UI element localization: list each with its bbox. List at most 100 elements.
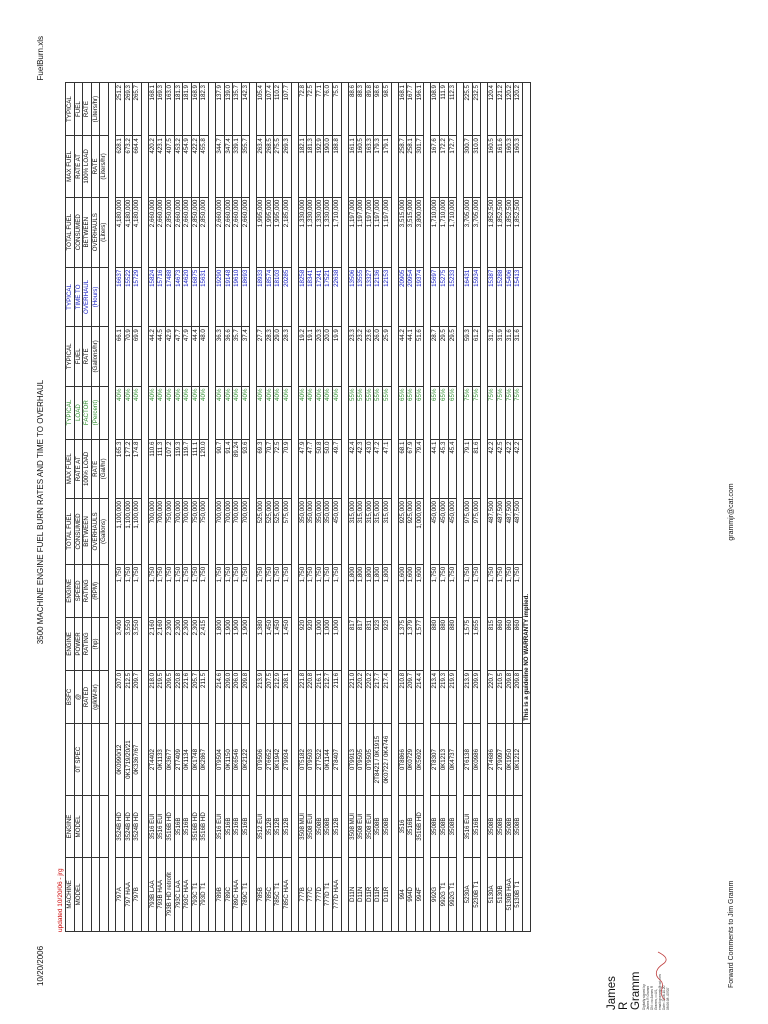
- table-cell: 0T9503: [306, 723, 316, 796]
- column-header: TYPICAL: [65, 386, 75, 440]
- table-cell: 1,995,000: [273, 197, 283, 268]
- column-header: RATE: [82, 82, 92, 136]
- table-cell: 994: [398, 857, 407, 932]
- table-cell: 17241: [315, 267, 324, 327]
- table-row: 777B 3508 MUI 0T5182 221.8 920 1,750 350,000 47…: [298, 82, 307, 932]
- column-header: [99, 267, 109, 327]
- table-cell: 172.2: [439, 135, 449, 198]
- table-cell: 18258: [298, 267, 307, 327]
- table-cell: 44.2: [398, 326, 407, 387]
- table-cell: 19.1: [306, 326, 316, 387]
- column-header: RATED: [82, 670, 92, 724]
- table-cell: 0K1942: [273, 723, 283, 796]
- table-cell: 61.2: [472, 326, 481, 387]
- table-cell: 212.5: [124, 670, 133, 724]
- table-cell: 90.7: [215, 439, 224, 499]
- table-cell: 67.9: [406, 439, 416, 499]
- group-spacer: [480, 82, 488, 932]
- table-cell: 315,000: [365, 498, 374, 565]
- table-cell: 72.5: [273, 439, 283, 499]
- table-cell: 2,300: [182, 617, 192, 671]
- table-cell: 3508B: [505, 795, 514, 858]
- table-cell: 450,000: [430, 498, 440, 565]
- table-row: 994D 3516B 0K0729 209.7 1,379 1,600 925,000 67.…: [406, 82, 416, 932]
- table-cell: 120.2: [513, 82, 523, 136]
- table-cell: 112.3: [448, 82, 457, 136]
- table-cell: 75%: [505, 386, 514, 440]
- table-cell: 217.7: [373, 670, 383, 724]
- group-spacer: [141, 82, 149, 932]
- table-cell: 1,750: [241, 564, 250, 618]
- table-row: D11R 3508 EUI 0T9505 220.2 831 1,800 315,000 43…: [365, 82, 374, 932]
- table-cell: 16431: [463, 267, 473, 327]
- table-cell: 40%: [282, 386, 292, 440]
- table-cell: 793D T1: [199, 857, 209, 932]
- table-cell: 70.9: [124, 326, 133, 387]
- table-cell: D11R: [373, 857, 383, 932]
- column-header: [99, 795, 109, 858]
- table-cell: 992G T1: [439, 857, 449, 932]
- table-cell: 13506: [348, 267, 357, 327]
- table-cell: 40%: [124, 386, 133, 440]
- table-cell: 0K0990/12: [115, 723, 125, 796]
- table-cell: 13555: [356, 267, 366, 327]
- table-cell: 31.7: [487, 326, 497, 387]
- table-cell: 1,750: [191, 564, 200, 618]
- table-cell: 880: [439, 617, 449, 671]
- table-cell: 182.1: [298, 135, 307, 198]
- table-cell: 211.6: [332, 670, 342, 724]
- table-cell: 2T9097: [496, 723, 506, 796]
- table-cell: D11N: [348, 857, 357, 932]
- table-cell: 700,000: [174, 498, 183, 565]
- column-header: (hp): [91, 617, 100, 671]
- table-cell: 1,750: [124, 564, 133, 618]
- table-cell: 15387: [487, 267, 497, 327]
- table-cell: 40%: [241, 386, 250, 440]
- table-cell: 14673: [174, 267, 183, 327]
- table-cell: 167.7: [406, 82, 416, 136]
- table-cell: 47.9: [298, 439, 307, 499]
- table-cell: 700,000: [224, 498, 233, 565]
- table-cell: 220.2: [365, 670, 374, 724]
- table-row: 5230A 3516 EUI 2T6138 213.9 1,575 1,750 975,00…: [463, 82, 473, 932]
- table-row: D11N 3508 EUI 0T9505 220.2 817 1,800 315,000 42…: [356, 82, 366, 932]
- column-header: MAX FUEL: [65, 135, 75, 198]
- table-cell: 19374: [415, 267, 424, 327]
- table-cell: 1,800: [348, 564, 357, 618]
- column-header: [82, 857, 92, 932]
- column-header: [65, 723, 75, 796]
- table-cell: 992G T1: [448, 857, 457, 932]
- table-cell: 98.6: [373, 82, 383, 136]
- table-cell: 2,300: [174, 617, 183, 671]
- table-cell: 2,415: [199, 617, 209, 671]
- table-row: 5130B T1 3508B 0K1212 209.8 860 1,750 487,500 4…: [513, 82, 523, 932]
- table-cell: 700,000: [182, 498, 192, 565]
- table-cell: 69.3: [256, 439, 266, 499]
- table-cell: 777B: [298, 857, 307, 932]
- table-cell: 13327: [365, 267, 374, 327]
- table-cell: 2T7409: [174, 723, 183, 796]
- table-cell: 925,000: [398, 498, 407, 565]
- table-cell: 2,660,000: [224, 197, 233, 268]
- table-cell: 350,000: [315, 498, 324, 565]
- table-cell: 232.5: [472, 82, 481, 136]
- table-cell: 65%: [415, 386, 424, 440]
- table-cell: 487,500: [513, 498, 523, 565]
- table-cell: 750,000: [199, 498, 209, 565]
- table-cell: 75%: [472, 386, 481, 440]
- table-cell: 29.5: [439, 326, 449, 387]
- table-cell: 300.7: [463, 135, 473, 198]
- table-cell: 525,000: [265, 498, 274, 565]
- table-cell: 3516B: [406, 795, 416, 858]
- table-cell: 994F: [415, 857, 424, 932]
- table-cell: 1,900: [241, 617, 250, 671]
- table-cell: 3508B: [373, 795, 383, 858]
- table-cell: 206.0: [232, 670, 242, 724]
- table-cell: 994D: [406, 857, 416, 932]
- table-cell: 79.4: [415, 439, 424, 499]
- table-cell: 16875: [191, 267, 200, 327]
- table-cell: 111.1: [191, 439, 200, 499]
- signature-name: James R Gramm: [606, 971, 642, 1010]
- contact-email[interactable]: grammjr@cat.com: [728, 483, 735, 541]
- table-cell: 673.2: [124, 135, 133, 198]
